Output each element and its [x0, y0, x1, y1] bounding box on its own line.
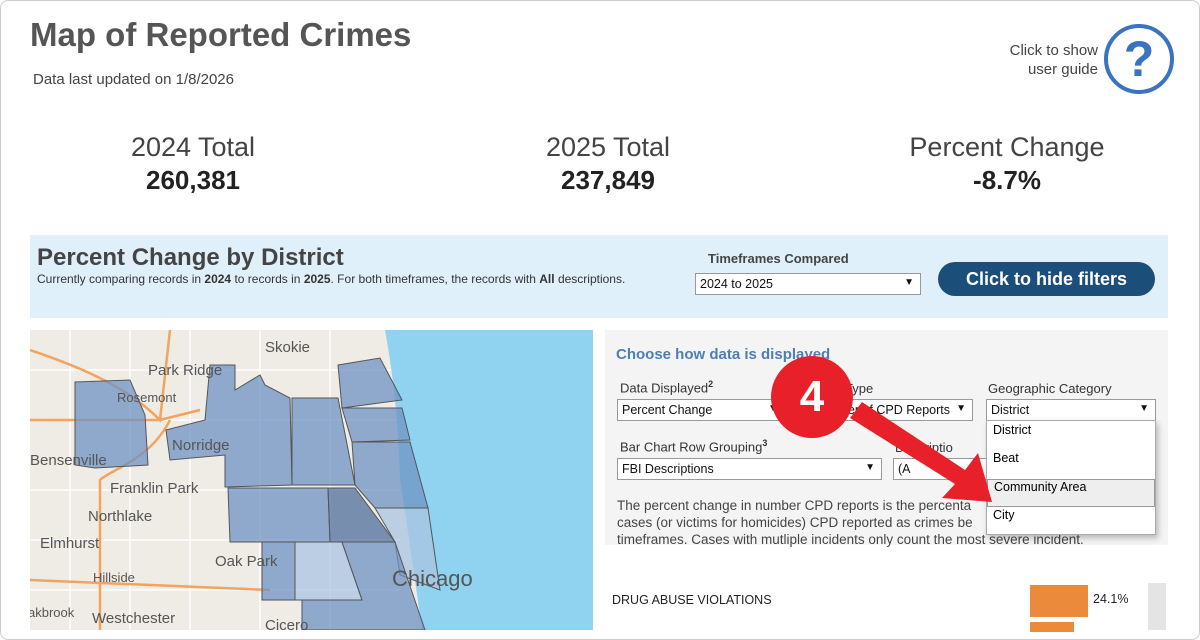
stat-value: -8.7% [973, 165, 1041, 195]
page-title: Map of Reported Crimes [30, 16, 412, 53]
geographic-category-label: Geographic Category [988, 381, 1112, 396]
step-badge: 4 [771, 356, 853, 438]
map-label: Oak Park [215, 553, 278, 570]
crime-map[interactable]: Skokie Park Ridge Rosemont Norridge Bens… [30, 330, 593, 630]
user-guide-link[interactable]: Click to show user guide [1010, 41, 1098, 79]
map-label: Westchester [92, 610, 175, 627]
stat-label: Percent Change [909, 132, 1105, 162]
section-title: Percent Change by District [37, 244, 344, 271]
stat-2025: 2025 Total 237,849 [458, 132, 758, 196]
option-community-area[interactable]: Community Area [987, 479, 1155, 507]
panel-title: Choose how data is displayed [616, 346, 831, 363]
bar-row-label: DRUG ABUSE VIOLATIONS [612, 593, 772, 607]
map-label: Bensenville [30, 452, 107, 469]
option-district[interactable]: District [993, 423, 1032, 437]
dropdown-arrow-icon: ▼ [956, 403, 966, 414]
data-displayed-label: Data Displayed2 [620, 379, 714, 396]
bar-drug-abuse[interactable] [1030, 585, 1088, 617]
row-grouping-select[interactable]: FBI Descriptions ▼ [617, 458, 882, 480]
map-label: Hillside [93, 570, 135, 585]
guide-line-1: Click to show [1009, 42, 1098, 59]
stat-label: 2025 Total [545, 132, 671, 162]
annotation-arrow [850, 402, 992, 502]
section-subtitle: Currently comparing records in 2024 to r… [37, 272, 626, 286]
row-grouping-label: Bar Chart Row Grouping3 [620, 438, 768, 455]
map-label: Rosemont [117, 390, 177, 405]
geographic-category-select[interactable]: District ▼ [986, 399, 1156, 421]
last-updated: Data last updated on 1/8/2026 [33, 71, 234, 88]
stat-percent-change: Percent Change -8.7% [857, 132, 1157, 196]
stat-2024: 2024 Total 260,381 [43, 132, 343, 196]
map-label: Norridge [172, 437, 230, 454]
map-label: Cicero [265, 617, 308, 630]
panel-description: The percent change in number CPD reports… [617, 498, 1084, 547]
timeframes-select[interactable]: 2024 to 2025 ▼ [695, 273, 921, 295]
dropdown-arrow-icon: ▼ [865, 462, 875, 473]
map-label: Skokie [265, 339, 310, 356]
dropdown-arrow-icon: ▼ [1139, 403, 1149, 414]
stat-label: 2024 Total [130, 132, 256, 162]
map-label: Elmhurst [40, 535, 100, 552]
map-label: Northlake [88, 508, 152, 525]
map-label: Franklin Park [110, 480, 199, 497]
map-label: Park Ridge [148, 362, 222, 379]
question-circle-icon[interactable]: ? [1104, 24, 1174, 94]
option-city[interactable]: City [993, 508, 1015, 522]
map-label: akbrook [30, 605, 75, 620]
timeframes-label: Timeframes Compared [708, 251, 849, 266]
scrollbar[interactable] [1148, 583, 1166, 630]
geographic-category-dropdown: District Beat Community Area City [986, 420, 1156, 535]
bar-next[interactable] [1030, 622, 1074, 632]
hide-filters-button[interactable]: Click to hide filters [938, 262, 1155, 296]
bar-value: 24.1% [1093, 592, 1129, 606]
stat-value: 237,849 [561, 165, 655, 195]
guide-line-2: user guide [1027, 61, 1098, 78]
dropdown-arrow-icon: ▼ [904, 277, 914, 288]
option-beat[interactable]: Beat [993, 451, 1019, 465]
map-label: Chicago [392, 566, 473, 591]
stat-value: 260,381 [146, 165, 240, 195]
